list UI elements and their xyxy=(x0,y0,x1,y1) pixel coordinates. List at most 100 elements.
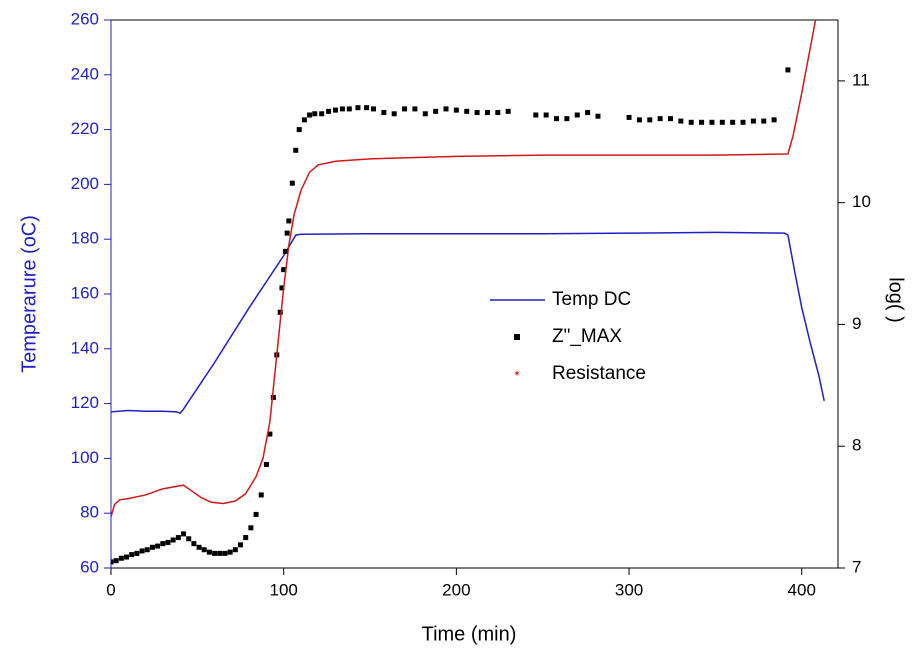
data-point xyxy=(402,106,408,112)
data-point xyxy=(238,542,244,548)
plot-area xyxy=(111,20,825,565)
data-point xyxy=(495,110,501,116)
x-tick-label: 100 xyxy=(269,580,297,599)
data-point xyxy=(281,267,287,273)
data-point xyxy=(443,106,449,112)
data-point xyxy=(170,537,176,543)
data-point xyxy=(647,117,653,123)
data-point xyxy=(113,558,119,564)
y-tick-label: 200 xyxy=(71,174,99,193)
data-point xyxy=(533,112,539,118)
data-point xyxy=(678,118,684,124)
data-point xyxy=(761,118,767,124)
data-point xyxy=(381,110,387,116)
data-point xyxy=(364,105,370,111)
data-point xyxy=(144,547,150,553)
data-point xyxy=(719,119,725,125)
data-point xyxy=(312,111,318,117)
data-point xyxy=(248,525,254,531)
y-tick-label: 100 xyxy=(71,448,99,467)
data-point xyxy=(422,111,428,117)
y-tick-label: 240 xyxy=(71,64,99,83)
x-tick-label: 300 xyxy=(615,580,643,599)
data-point xyxy=(595,113,601,119)
data-point xyxy=(196,544,202,550)
data-point xyxy=(134,550,140,556)
y-tick-label: 140 xyxy=(71,338,99,357)
legend-marker xyxy=(514,334,520,340)
data-point xyxy=(201,547,207,553)
data-point xyxy=(243,535,249,541)
data-point xyxy=(688,119,694,125)
data-point xyxy=(433,108,439,114)
y-axis-title: Temperarure (oC) xyxy=(18,215,40,373)
data-point xyxy=(191,541,197,547)
legend-label: Resistance xyxy=(552,363,646,384)
data-point xyxy=(282,248,288,254)
data-point xyxy=(785,67,791,73)
x-tick-label: 400 xyxy=(788,580,816,599)
data-point xyxy=(484,110,490,116)
data-point xyxy=(165,539,171,545)
legend-marker: ✶ xyxy=(513,368,521,378)
data-point xyxy=(149,544,155,550)
y-tick-label: 120 xyxy=(71,393,99,412)
data-point xyxy=(175,535,181,541)
data-point xyxy=(222,550,228,556)
data-point xyxy=(667,116,673,122)
y-tick-label: 60 xyxy=(80,557,99,576)
data-point xyxy=(355,105,361,111)
data-point xyxy=(293,147,299,153)
data-point xyxy=(657,116,663,122)
y-tick-label: 160 xyxy=(71,283,99,302)
data-point xyxy=(346,106,352,112)
data-point xyxy=(453,107,459,113)
data-point xyxy=(771,117,777,123)
data-point xyxy=(750,118,756,124)
data-point xyxy=(585,110,591,116)
data-point xyxy=(186,536,192,542)
x-tick-label: 200 xyxy=(442,580,470,599)
y2-tick-label: 11 xyxy=(852,70,870,89)
y-tick-label: 180 xyxy=(71,229,99,248)
data-point xyxy=(279,285,285,291)
data-point xyxy=(124,554,130,560)
data-point xyxy=(332,107,338,113)
data-point xyxy=(296,127,302,133)
data-point xyxy=(129,552,135,558)
y-tick-label: 80 xyxy=(80,503,99,522)
data-point xyxy=(206,549,212,555)
data-point xyxy=(212,550,218,556)
legend-label: Temp DC xyxy=(552,289,631,310)
data-point xyxy=(326,108,332,114)
data-point xyxy=(412,106,418,112)
data-point xyxy=(289,180,295,186)
data-point xyxy=(181,531,187,537)
data-point xyxy=(155,543,161,549)
data-point xyxy=(227,549,233,555)
data-point xyxy=(284,230,290,236)
data-point xyxy=(111,559,114,565)
data-point xyxy=(258,492,264,498)
data-point xyxy=(217,550,223,556)
y2-tick-label: 9 xyxy=(852,314,861,333)
data-point xyxy=(699,119,705,125)
data-point xyxy=(574,112,580,118)
data-point xyxy=(267,431,273,437)
data-point xyxy=(139,548,145,554)
data-point xyxy=(160,541,166,547)
data-point xyxy=(543,112,549,118)
y-tick-label: 220 xyxy=(71,119,99,138)
data-point xyxy=(301,117,307,123)
series-line xyxy=(111,20,817,518)
data-point xyxy=(277,309,283,315)
y2-tick-label: 7 xyxy=(852,557,861,576)
data-point xyxy=(709,119,715,125)
y-tick-label: 260 xyxy=(71,9,99,28)
data-point xyxy=(474,110,480,116)
data-point xyxy=(505,108,511,114)
data-point xyxy=(307,112,313,118)
data-point xyxy=(270,395,276,401)
y2-axis-title: log( ) xyxy=(885,277,907,323)
